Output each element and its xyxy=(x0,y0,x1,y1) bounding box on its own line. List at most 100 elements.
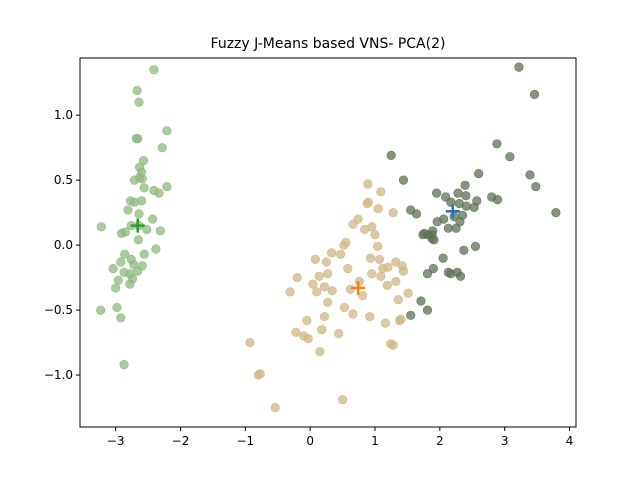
data-point-cluster-2 xyxy=(308,279,318,289)
data-point-cluster-1 xyxy=(133,235,143,245)
data-point-cluster-1 xyxy=(134,97,144,107)
data-point-cluster-3 xyxy=(443,223,453,233)
data-point-cluster-3 xyxy=(460,180,470,190)
data-point-cluster-3 xyxy=(438,253,448,263)
data-point-cluster-2 xyxy=(245,337,255,348)
y-axis: −1.0 −0.5 0.0 0.5 1.0 xyxy=(44,108,80,382)
data-point-cluster-2 xyxy=(383,262,393,272)
data-point-cluster-1 xyxy=(116,257,126,267)
data-point-cluster-2 xyxy=(336,249,346,259)
data-point-cluster-2 xyxy=(319,282,330,292)
data-point-cluster-1 xyxy=(142,224,152,235)
data-point-cluster-1 xyxy=(155,226,165,236)
data-point-cluster-2 xyxy=(327,286,337,296)
data-point-cluster-3 xyxy=(514,62,524,72)
y-tick-label: 1.0 xyxy=(54,108,73,122)
data-point-cluster-1 xyxy=(112,302,122,313)
data-point-cluster-3 xyxy=(432,188,442,198)
data-point-cluster-1 xyxy=(157,143,167,153)
data-point-cluster-1 xyxy=(134,209,144,219)
data-point-cluster-2 xyxy=(338,395,348,405)
data-point-cluster-2 xyxy=(376,271,386,281)
data-point-cluster-1 xyxy=(132,85,142,96)
data-point-cluster-1 xyxy=(133,266,143,276)
data-point-cluster-1 xyxy=(111,283,121,293)
data-point-cluster-3 xyxy=(505,152,515,162)
data-point-cluster-2 xyxy=(291,327,301,337)
data-point-cluster-1 xyxy=(116,313,126,323)
data-point-cluster-2 xyxy=(343,263,353,274)
data-point-cluster-2 xyxy=(317,325,327,335)
x-tick-label: 3 xyxy=(501,434,509,448)
data-point-cluster-1 xyxy=(116,228,127,238)
data-point-cluster-3 xyxy=(422,269,433,279)
data-point-cluster-1 xyxy=(137,196,147,206)
data-point-cluster-2 xyxy=(270,402,280,413)
data-point-cluster-3 xyxy=(461,201,472,211)
data-point-cluster-2 xyxy=(380,318,391,328)
data-point-cluster-1 xyxy=(125,279,135,289)
centroid-layer xyxy=(130,204,460,295)
data-point-cluster-3 xyxy=(406,310,416,320)
centroid-marker-cluster-3 xyxy=(445,204,460,219)
data-point-cluster-2 xyxy=(403,288,413,298)
data-point-cluster-2 xyxy=(363,179,373,189)
data-point-cluster-1 xyxy=(131,134,141,144)
data-point-cluster-2 xyxy=(253,370,263,380)
data-point-cluster-1 xyxy=(96,305,106,315)
data-point-cluster-2 xyxy=(323,269,333,279)
data-point-cluster-3 xyxy=(529,89,540,99)
data-point-cluster-3 xyxy=(456,271,466,281)
data-point-cluster-1 xyxy=(139,249,149,259)
data-point-cluster-3 xyxy=(432,217,442,227)
data-point-cluster-2 xyxy=(339,240,349,250)
x-tick-label: −1 xyxy=(236,434,254,448)
data-point-cluster-3 xyxy=(469,202,479,212)
data-point-cluster-3 xyxy=(492,139,502,149)
data-point-cluster-2 xyxy=(348,219,358,229)
data-point-cluster-1 xyxy=(149,65,159,75)
data-point-cluster-1 xyxy=(120,249,130,259)
centroid-marker-cluster-2 xyxy=(351,280,366,295)
data-point-cluster-1 xyxy=(129,175,140,185)
data-point-cluster-1 xyxy=(108,263,118,274)
data-point-cluster-2 xyxy=(388,208,398,218)
y-tick-label: 0.0 xyxy=(54,238,73,252)
data-point-cluster-2 xyxy=(292,273,302,283)
y-tick-label: 0.5 xyxy=(54,173,73,187)
data-point-cluster-2 xyxy=(334,328,344,339)
data-point-cluster-2 xyxy=(365,253,376,263)
data-point-cluster-2 xyxy=(373,241,383,251)
centroid-marker-cluster-1 xyxy=(130,218,145,233)
data-point-cluster-2 xyxy=(348,309,358,319)
data-point-cluster-2 xyxy=(374,254,385,264)
data-point-cluster-2 xyxy=(365,312,375,322)
data-point-cluster-2 xyxy=(393,295,403,305)
data-point-cluster-3 xyxy=(419,228,429,238)
data-point-cluster-1 xyxy=(123,205,133,215)
data-point-cluster-3 xyxy=(551,208,561,218)
x-tick-label: −2 xyxy=(172,434,190,448)
data-point-cluster-1 xyxy=(154,188,164,198)
data-point-cluster-1 xyxy=(151,244,161,254)
chart-title: Fuzzy J-Means based VNS- PCA(2) xyxy=(211,36,446,52)
data-point-cluster-2 xyxy=(370,230,380,240)
data-point-cluster-1 xyxy=(113,275,123,285)
y-tick-label: −1.0 xyxy=(44,368,73,382)
data-point-cluster-3 xyxy=(453,188,463,198)
data-point-cluster-3 xyxy=(461,191,471,201)
x-tick-label: −3 xyxy=(107,434,125,448)
data-point-cluster-3 xyxy=(429,235,439,245)
data-point-cluster-2 xyxy=(327,248,337,258)
data-point-cluster-2 xyxy=(310,254,321,264)
data-point-cluster-2 xyxy=(345,284,356,294)
data-point-cluster-3 xyxy=(474,169,484,179)
data-point-cluster-3 xyxy=(451,223,461,233)
data-point-cluster-3 xyxy=(492,195,503,205)
x-tick-label: 1 xyxy=(371,434,379,448)
data-point-cluster-2 xyxy=(321,257,332,267)
data-point-cluster-3 xyxy=(422,305,433,315)
data-point-cluster-2 xyxy=(391,276,401,287)
x-tick-label: 2 xyxy=(436,434,444,448)
data-point-cluster-2 xyxy=(373,204,383,214)
